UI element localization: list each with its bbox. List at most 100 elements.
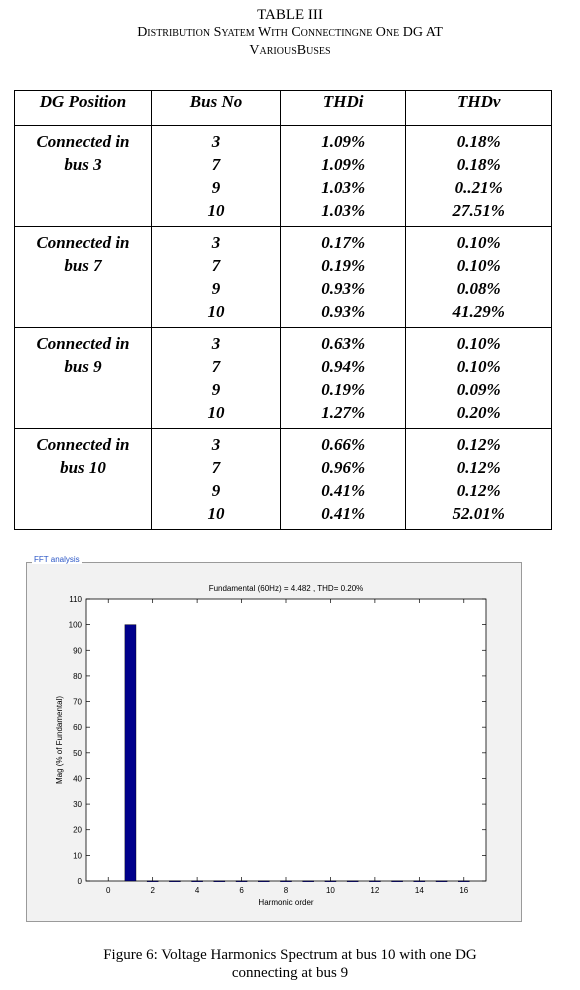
caption-line: connecting at bus 9 (231, 965, 349, 981)
thdi-value: 0.19% (321, 256, 366, 275)
dg-position-text: bus 3 (64, 155, 102, 174)
thdv-value: 0.10% (456, 256, 501, 275)
thdv-value: 0.09% (456, 380, 501, 399)
y-tick-label: 90 (73, 646, 82, 655)
thd-table: DG Position Bus No THDi THDv Connected i… (14, 90, 552, 530)
thdv-cell: 0.12% 0.12% 0.12% 52.01% (405, 428, 552, 530)
thdi-value: 1.27% (321, 403, 366, 422)
header-bus-no: Bus No (151, 90, 281, 126)
header-thdi: THDi (279, 90, 407, 126)
x-tick-label: 8 (284, 886, 289, 895)
x-tick-label: 10 (326, 886, 335, 895)
thdv-value: 0.12% (456, 481, 501, 500)
header-thdv: THDv (405, 90, 552, 126)
thdi-value: 1.03% (321, 201, 366, 220)
bus-no-value: 9 (211, 279, 221, 298)
bus-no-cell: 3 7 9 10 (151, 327, 281, 429)
thdv-cell: 0.18% 0.18% 0..21% 27.51% (405, 125, 552, 227)
thdi-cell: 0.17% 0.19% 0.93% 0.93% (279, 226, 407, 328)
table-row: Connected in bus 7 3 7 9 10 0.17% 0.19% … (14, 226, 552, 328)
table-title-line: Distribution Syatem With Connectingne On… (137, 25, 443, 40)
x-tick-label: 16 (459, 886, 468, 895)
thdi-value: 0.41% (321, 481, 366, 500)
thdi-value: 1.03% (321, 178, 366, 197)
y-tick-label: 10 (73, 851, 82, 860)
bus-no-value: 3 (211, 334, 221, 353)
thdi-value: 1.09% (321, 132, 366, 151)
y-tick-label: 70 (73, 698, 82, 707)
thdi-value: 0.96% (321, 458, 366, 477)
thdi-cell: 0.66% 0.96% 0.41% 0.41% (279, 428, 407, 530)
y-tick-label: 20 (73, 826, 82, 835)
thdv-value: 0.18% (456, 132, 501, 151)
harmonic-bar (191, 880, 203, 882)
thdi-cell: 1.09% 1.09% 1.03% 1.03% (279, 125, 407, 227)
thdi-cell: 0.63% 0.94% 0.19% 1.27% (279, 327, 407, 429)
thdv-cell: 0.10% 0.10% 0.08% 41.29% (405, 226, 552, 328)
thdv-value: 0.20% (456, 403, 501, 422)
harmonic-bar (146, 880, 159, 882)
thdi-value: 0.17% (321, 233, 366, 252)
dg-position-cell: Connected in bus 10 (14, 428, 152, 530)
bus-no-value: 7 (211, 458, 221, 477)
thdi-value: 0.63% (321, 334, 366, 353)
y-tick-label: 110 (69, 595, 82, 604)
thdv-value: 0.10% (456, 233, 501, 252)
x-tick-label: 6 (239, 886, 244, 895)
plot-area (85, 598, 487, 882)
fft-analysis-panel: 0 10 20 30 40 50 60 70 80 90 100 110 0 2 4 6 8 10 12 14 16 Fu… (26, 562, 522, 922)
dg-position-text: bus 10 (60, 458, 106, 477)
thdv-cell: 0.10% 0.10% 0.09% 0.20% (405, 327, 552, 429)
dg-position-text: bus 9 (64, 357, 102, 376)
table-header-row: DG Position Bus No THDi THDv (14, 90, 552, 126)
bus-no-value: 7 (211, 155, 221, 174)
x-tick-label: 2 (150, 886, 155, 895)
table-title-line: VariousBuses (249, 43, 331, 58)
thdi-value: 0.66% (321, 435, 366, 454)
dg-position-text: Connected in (36, 132, 130, 151)
x-tick-label: 14 (415, 886, 424, 895)
thdv-value: 0.10% (456, 334, 501, 353)
thdv-value: 0.12% (456, 458, 501, 477)
bus-no-value: 10 (207, 302, 225, 321)
harmonic-bar (324, 880, 337, 882)
harmonic-bar (346, 880, 359, 882)
header-dg-position: DG Position (14, 90, 152, 126)
harmonic-bar (169, 880, 181, 882)
harmonic-bar (280, 880, 292, 882)
bus-no-value: 9 (211, 178, 221, 197)
bus-no-value: 3 (211, 132, 221, 151)
x-tick-label: 12 (370, 886, 379, 895)
harmonic-bar (369, 880, 381, 882)
harmonic-bar (413, 880, 426, 882)
thdi-value: 0.93% (321, 302, 366, 321)
y-tick-label: 40 (73, 774, 82, 783)
caption-line: Figure 6: Voltage Harmonics Spectrum at … (103, 947, 477, 963)
dg-position-cell: Connected in bus 7 (14, 226, 152, 328)
thdv-value: 0..21% (454, 178, 503, 197)
thdi-value: 0.41% (321, 504, 366, 523)
harmonic-bar (435, 880, 448, 882)
harmonic-bar (124, 624, 137, 882)
bus-no-cell: 3 7 9 10 (151, 226, 281, 328)
dg-position-cell: Connected in bus 9 (14, 327, 152, 429)
harmonic-bar (235, 880, 248, 882)
table-row: Connected in bus 10 3 7 9 10 0.66% 0.96%… (14, 428, 552, 530)
dg-position-text: Connected in (36, 233, 130, 252)
bus-no-value: 3 (211, 435, 221, 454)
y-tick-label: 80 (73, 672, 82, 681)
y-tick-label: 50 (73, 749, 82, 758)
bus-no-value: 10 (207, 201, 225, 220)
harmonic-bar (391, 880, 403, 882)
dg-position-cell: Connected in bus 3 (14, 125, 152, 227)
figure-caption: Figure 6: Voltage Harmonics Spectrum at … (0, 946, 580, 982)
dg-position-text: Connected in (36, 334, 130, 353)
bus-no-value: 10 (207, 403, 225, 422)
thdi-value: 1.09% (321, 155, 366, 174)
x-tick-label: 4 (195, 886, 200, 895)
thdv-value: 0.18% (456, 155, 501, 174)
thdv-value: 0.08% (456, 279, 501, 298)
bus-no-cell: 3 7 9 10 (151, 125, 281, 227)
thdv-value: 0.10% (456, 357, 501, 376)
harmonic-bar (302, 880, 314, 882)
